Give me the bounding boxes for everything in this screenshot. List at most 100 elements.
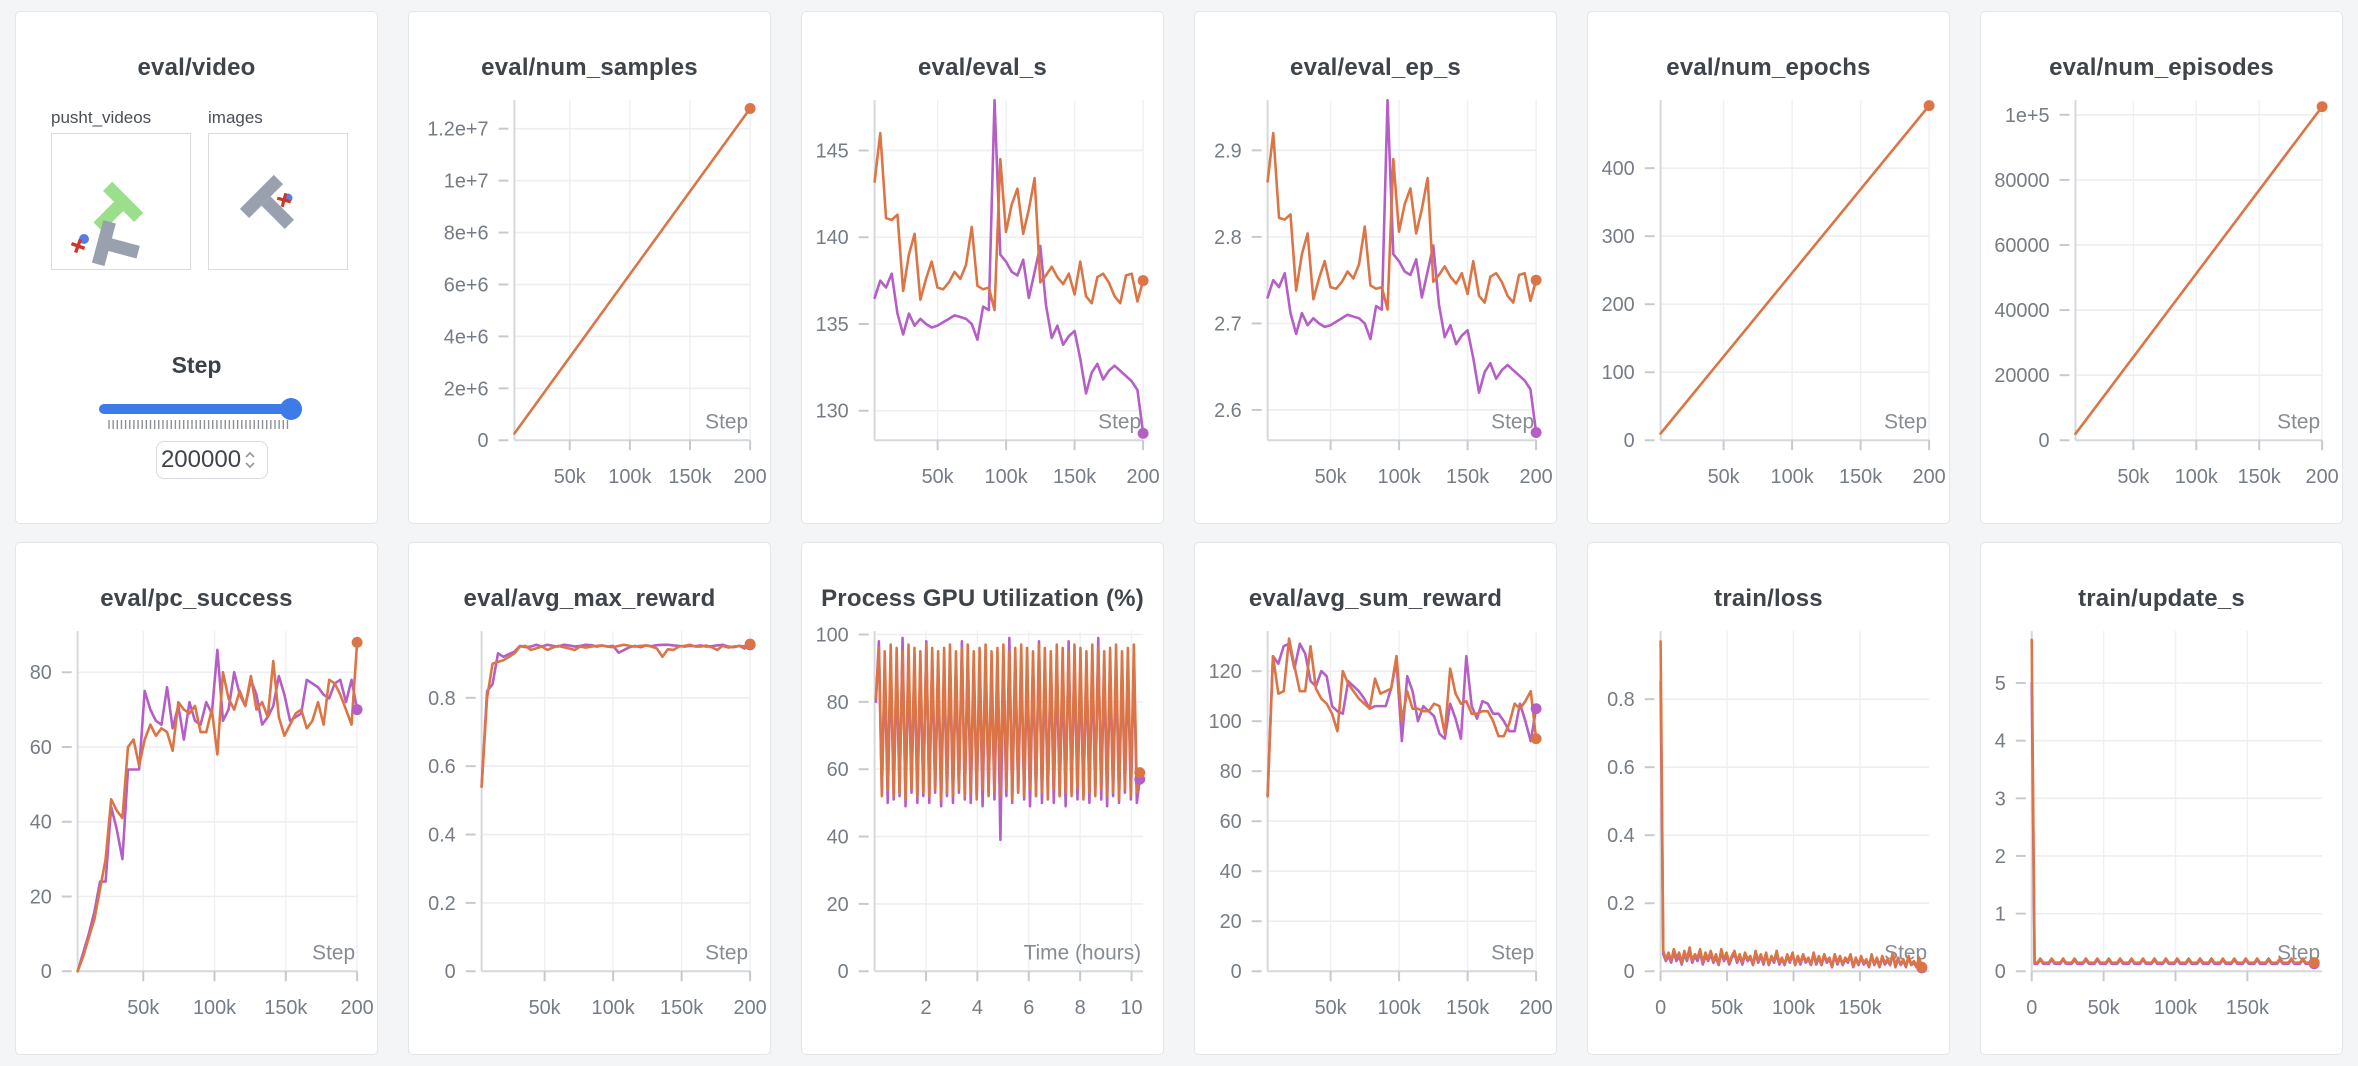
x-tick-label: 150k xyxy=(668,466,711,488)
y-tick-label: 0.4 xyxy=(428,824,456,846)
x-tick-label: 100k xyxy=(592,997,635,1019)
x-tick-label: 200 xyxy=(734,997,767,1019)
x-axis-label: Step xyxy=(312,941,355,964)
line-chart[interactable]: 0 20 40 60 80 100 120 50k 100k 150k 200 Step xyxy=(1195,623,1556,1054)
y-tick-label: 60 xyxy=(827,759,849,781)
series-end-dot-orange xyxy=(1137,275,1149,287)
x-axis-label: Time (hours) xyxy=(1024,941,1142,964)
y-tick-label: 2 xyxy=(1995,846,2006,868)
x-tick-label: 100k xyxy=(1378,466,1421,488)
y-tick-label: 135 xyxy=(816,314,849,336)
chart-title: eval/num_episodes xyxy=(2049,54,2274,81)
y-tick-label: 200 xyxy=(1602,294,1635,316)
x-tick-label: 200 xyxy=(2306,466,2339,488)
y-tick-label: 0 xyxy=(41,961,52,983)
chart-train-loss: train/loss 0 0.2 0.4 0.6 0.8 0 50k 100k 150k Step xyxy=(1587,542,1950,1055)
y-tick-label: 60000 xyxy=(1994,235,2049,257)
series-line-orange xyxy=(1659,640,1924,969)
y-tick-label: 2.7 xyxy=(1214,313,1242,335)
x-tick-label: 150k xyxy=(2238,466,2281,488)
chart-train-update-s: train/update_s 0 1 2 3 4 5 0 50k 100k 150k Step xyxy=(1980,542,2343,1055)
y-tick-label: 3 xyxy=(1995,788,2006,810)
x-tick-label: 150k xyxy=(1053,466,1096,488)
y-tick-label: 80 xyxy=(30,662,52,684)
series-line-orange xyxy=(76,641,359,973)
x-tick-label: 150k xyxy=(1446,466,1489,488)
line-chart[interactable]: 0 100 200 300 400 50k 100k 150k 200 Step xyxy=(1588,92,1949,523)
x-tick-label: 50k xyxy=(1315,466,1347,488)
series-line-purple xyxy=(1266,642,1538,798)
x-axis-label: Step xyxy=(705,410,748,433)
chart-eval-num-episodes: eval/num_episodes 0 20000 40000 60000 80000 1… xyxy=(1980,11,2343,524)
chart-eval-num-samples: eval/num_samples 0 2e+6 4e+6 6e+6 8e+6 1e+7 1.… xyxy=(408,11,771,524)
step-slider-knob[interactable] xyxy=(280,398,302,420)
block-t-shape xyxy=(91,220,140,266)
line-chart[interactable]: 130 135 140 145 50k 100k 150k 200 Step xyxy=(802,92,1163,523)
y-tick-label: 2.6 xyxy=(1214,400,1242,422)
step-slider-track[interactable] xyxy=(99,404,299,414)
series-end-dot-purple xyxy=(1137,427,1149,439)
x-axis-label: Step xyxy=(1884,410,1927,433)
x-tick-label: 100k xyxy=(2154,997,2197,1019)
chart-eval-eval-ep-s: eval/eval_ep_s 2.6 2.7 2.8 2.9 50k 100k 150k 20… xyxy=(1194,11,1557,524)
chart-title: train/loss xyxy=(1714,585,1823,612)
stepper-chevrons-icon[interactable] xyxy=(244,450,256,470)
series-line-orange xyxy=(1266,131,1538,311)
y-tick-label: 130 xyxy=(816,401,849,423)
y-tick-label: 20 xyxy=(1220,911,1242,933)
line-chart[interactable]: 0 20000 40000 60000 80000 1e+5 50k 100k 150k 200 S… xyxy=(1981,92,2342,523)
slider-ruler-ticks xyxy=(108,420,289,429)
y-tick-label: 145 xyxy=(816,140,849,162)
series-line-purple xyxy=(2030,681,2316,966)
series-line-orange xyxy=(2074,105,2324,436)
x-tick-label: 50k xyxy=(2088,997,2120,1019)
line-chart[interactable]: 0 1 2 3 4 5 0 50k 100k 150k Step xyxy=(1981,623,2342,1054)
y-tick-label: 20 xyxy=(30,886,52,908)
series-end-dot-orange xyxy=(1923,100,1935,112)
x-tick-label: 100k xyxy=(608,466,651,488)
y-tick-label: 80000 xyxy=(1994,170,2049,192)
block-t-shape xyxy=(239,174,294,229)
x-tick-label: 150k xyxy=(1838,997,1881,1019)
y-tick-label: 0.6 xyxy=(428,756,456,778)
media-label-pusht-videos: pusht_videos xyxy=(51,108,152,127)
x-tick-label: 50k xyxy=(1711,997,1743,1019)
x-tick-label: 100k xyxy=(1772,997,1815,1019)
y-tick-label: 100 xyxy=(1602,362,1635,384)
x-tick-label: 100k xyxy=(2175,466,2218,488)
chart-title: eval/eval_ep_s xyxy=(1290,54,1461,81)
line-chart[interactable]: 0 0.2 0.4 0.6 0.8 50k 100k 150k 200 Step xyxy=(409,623,770,1054)
chart-eval-num-epochs: eval/num_epochs 0 100 200 300 400 50k 100k 150k… xyxy=(1587,11,1950,524)
x-axis-label: Step xyxy=(1491,410,1534,433)
series-end-dot-orange xyxy=(1530,274,1542,286)
chart-title: train/update_s xyxy=(2078,585,2245,612)
y-tick-label: 60 xyxy=(1220,811,1242,833)
images-env-render xyxy=(239,174,294,229)
x-tick-label: 10 xyxy=(1120,997,1142,1019)
line-chart[interactable]: 2.6 2.7 2.8 2.9 50k 100k 150k 200 Step xyxy=(1195,92,1556,523)
chart-eval-avg-max-reward: eval/avg_max_reward 0 0.2 0.4 0.6 0.8 50k 100k… xyxy=(408,542,771,1055)
y-tick-label: 80 xyxy=(1220,761,1242,783)
step-value-input[interactable] xyxy=(156,441,268,479)
x-tick-label: 4 xyxy=(972,997,983,1019)
y-tick-label: 2e+6 xyxy=(444,378,489,400)
video-thumbnail-pusht[interactable] xyxy=(51,133,191,270)
x-tick-label: 50k xyxy=(127,997,159,1019)
x-tick-label: 150k xyxy=(1446,997,1489,1019)
step-slider-label: Step xyxy=(171,352,222,378)
x-tick-label: 150k xyxy=(1839,466,1882,488)
video-thumbnail-images[interactable] xyxy=(208,133,348,270)
series-line-orange xyxy=(480,642,752,788)
x-tick-label: 200 xyxy=(734,466,767,488)
y-tick-label: 0 xyxy=(1995,961,2006,983)
line-chart[interactable]: 0 20 40 60 80 50k 100k 150k 200 Step xyxy=(16,623,377,1054)
line-chart[interactable]: 0 20 40 60 80 100 2 4 6 8 10 Time (hours) xyxy=(802,623,1163,1054)
y-tick-label: 300 xyxy=(1602,226,1635,248)
y-tick-label: 140 xyxy=(816,227,849,249)
panel-eval-video: eval/video pusht_videos images xyxy=(15,11,378,524)
media-label-images: images xyxy=(208,108,263,127)
series-end-dot-orange xyxy=(1134,767,1146,779)
series-line-orange xyxy=(1266,637,1538,798)
line-chart[interactable]: 0 2e+6 4e+6 6e+6 8e+6 1e+7 1.2e+7 50k 100k 150k 20… xyxy=(409,92,770,523)
